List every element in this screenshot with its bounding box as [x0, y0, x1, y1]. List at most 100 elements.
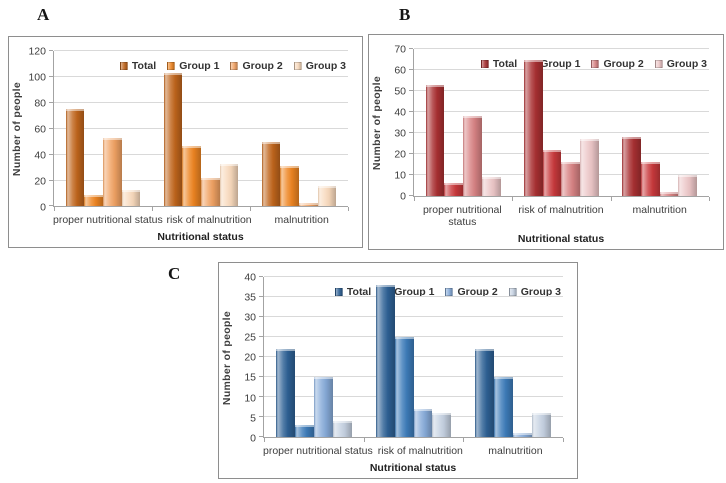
x-axis-title: Nutritional status [517, 233, 605, 245]
bar-group-1 [294, 425, 314, 438]
y-tick-label: 40 [244, 270, 256, 283]
bar-total [261, 141, 281, 207]
gridline [264, 376, 563, 378]
legend-item: Total [480, 58, 518, 70]
legend-item: Group 3 [654, 58, 707, 70]
bar-groups [54, 51, 348, 207]
x-tick-mark [463, 438, 465, 443]
y-tick-label: 60 [34, 122, 46, 135]
y-tick-label: 0 [400, 190, 406, 203]
y-tick-mark [409, 110, 413, 112]
legend-label: Total [131, 60, 157, 72]
bar-total [375, 285, 395, 438]
legend-item: Group 2 [445, 286, 498, 298]
y-tick-label: 15 [244, 371, 256, 384]
bar-total [425, 84, 445, 196]
y-tick-label: 20 [244, 351, 256, 364]
y-tick-label: 50 [394, 84, 406, 97]
y-tick-mark [259, 436, 263, 438]
category-label: proper nutritional status [53, 214, 163, 227]
legend-item: Group 3 [508, 286, 561, 298]
bar-group-2 [103, 137, 122, 207]
y-tick-mark [49, 101, 53, 103]
x-tick-mark [709, 196, 710, 201]
y-tick-mark [409, 194, 413, 196]
y-tick-mark [49, 127, 53, 129]
y-tick-label: 25 [244, 331, 256, 344]
bar-group-2 [313, 377, 333, 438]
y-tick-label: 5 [250, 411, 256, 424]
y-tick-mark [49, 153, 53, 155]
y-tick-mark [409, 89, 413, 91]
chart-panel-b: Number of people 0 10 20 30 40 50 60 70 Total Gr… [368, 34, 724, 250]
legend-label: Group 2 [603, 58, 644, 70]
legend-item: Total [334, 286, 371, 298]
y-axis-ticks: 0 5 10 15 20 25 30 35 40 [235, 272, 263, 443]
gridline [414, 152, 709, 154]
bar-group-1 [494, 377, 514, 438]
y-tick-mark [409, 152, 413, 154]
bar-total [622, 137, 642, 196]
bar-group [414, 49, 512, 196]
x-tick-mark [250, 207, 251, 212]
legend-item: Group 2 [230, 60, 283, 72]
bar-group [463, 277, 563, 438]
category-label: risk of malnutrition [518, 203, 604, 216]
x-tick-mark [563, 438, 564, 443]
bar-group-2 [463, 116, 482, 196]
legend-label: Total [492, 58, 518, 70]
y-tick-label: 120 [28, 44, 46, 57]
gridline [264, 336, 563, 338]
y-tick-mark [259, 356, 263, 358]
panel-label-b: B [399, 5, 411, 24]
y-tick-mark [259, 396, 263, 398]
bar-group [264, 277, 364, 438]
category-label: risk of malnutrition [166, 214, 252, 227]
gridline [414, 131, 709, 133]
legend-item: Group 2 [591, 58, 644, 70]
legend-marker [334, 288, 343, 296]
y-tick-mark [259, 316, 263, 318]
legend: Total Group 1 Group 2 Group 3 [119, 60, 346, 72]
gridline [54, 50, 348, 51]
gridline [54, 75, 348, 77]
bar-group-1 [182, 145, 201, 207]
legend-marker [119, 62, 128, 70]
category-labels: proper nutritional status risk of malnutr… [53, 207, 348, 227]
legend-marker [591, 60, 600, 68]
bar-group-1 [280, 166, 299, 207]
y-tick-label: 60 [394, 63, 406, 76]
legend-label: Group 3 [666, 58, 707, 70]
gridline [264, 316, 563, 318]
bar-group-3 [317, 185, 337, 207]
x-tick-mark [264, 438, 265, 443]
bar-group-1 [394, 337, 414, 438]
y-tick-mark [409, 48, 413, 49]
bar-group-3 [678, 174, 698, 196]
category-labels: proper nutritional status risk of malnutr… [263, 438, 563, 458]
y-axis-title: Number of people [221, 310, 233, 405]
gridline [54, 101, 348, 103]
gridline [264, 276, 563, 277]
gridline [414, 68, 709, 70]
y-tick-label: 0 [250, 432, 256, 445]
legend-marker [230, 62, 239, 70]
x-tick-mark [414, 196, 415, 201]
y-tick-mark [259, 296, 263, 298]
legend-label: Group 2 [242, 60, 283, 72]
y-tick-label: 40 [34, 149, 46, 162]
y-axis-title: Number of people [11, 82, 23, 177]
legend-item: Total [119, 60, 157, 72]
y-tick-label: 40 [394, 106, 406, 119]
bar-group [512, 49, 610, 196]
gridline [264, 356, 563, 358]
bar-group-3 [481, 176, 501, 196]
bar-group-2 [299, 202, 318, 207]
y-tick-label: 80 [34, 96, 46, 109]
gridline [54, 127, 348, 129]
legend-marker [508, 288, 517, 296]
chart-panel-a: Number of people 0 20 40 60 80 100 120 Total Gr… [8, 36, 363, 248]
plot-area: Total Group 1 Group 2 Group 3 [49, 50, 349, 212]
bar-group-3 [219, 163, 239, 207]
category-label: malnutrition [632, 203, 687, 216]
